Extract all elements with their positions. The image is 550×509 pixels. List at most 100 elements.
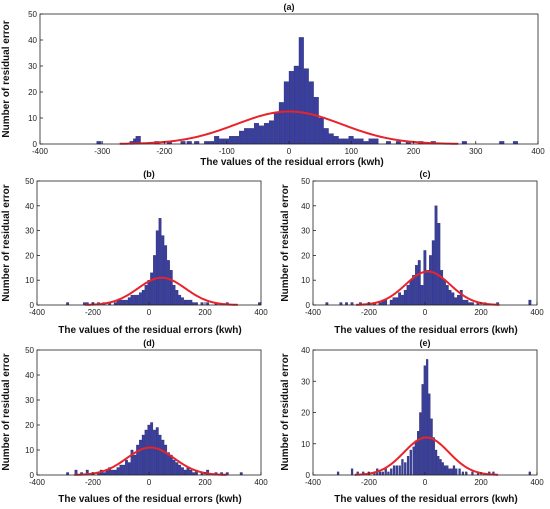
y-tick-label: 40 (28, 36, 37, 45)
histogram-bar (164, 245, 168, 306)
histogram-bar (392, 297, 396, 306)
fit-curve (85, 276, 238, 306)
histogram-bar (432, 437, 435, 476)
histogram-bar (455, 468, 458, 476)
histogram-bar (412, 275, 416, 306)
histogram-bar (445, 285, 449, 306)
y-axis-label: Number of residual error (1, 184, 12, 301)
y-tick-label: 30 (301, 227, 310, 236)
histogram-bar (169, 270, 173, 306)
histogram-bar (298, 37, 304, 145)
panel-title: (b) (143, 169, 155, 179)
histogram-bar (186, 299, 190, 306)
x-tick-label: -400 (32, 147, 49, 156)
histogram-bar (161, 439, 165, 476)
histogram-bar (417, 431, 420, 476)
histogram-bar (390, 468, 393, 476)
histogram-bar (358, 138, 364, 145)
histogram-bar (333, 136, 339, 145)
histogram-bar (409, 449, 412, 476)
histogram-bar (443, 280, 446, 306)
fit-curve (356, 270, 500, 306)
histogram-bar (303, 68, 309, 145)
histogram-bar (318, 117, 324, 145)
y-tick-label: 0 (30, 301, 35, 310)
histogram-bar (450, 468, 453, 476)
x-tick-label: 0 (147, 308, 152, 317)
x-tick-label: -200 (156, 147, 173, 156)
histogram-bar (421, 384, 424, 476)
histogram-bar (452, 465, 456, 476)
histogram-bar (336, 471, 340, 476)
x-tick-label: -400 (29, 478, 46, 487)
histogram-bar (161, 235, 165, 306)
histogram-bar (423, 365, 426, 476)
histogram-bar (214, 136, 220, 145)
histogram-bar (127, 462, 131, 476)
histogram-bar (113, 469, 117, 476)
y-tick-label: 20 (25, 421, 34, 430)
y-axis-label: Number of residual error (280, 353, 291, 470)
histogram-bar (244, 128, 250, 145)
histogram-bar (234, 136, 240, 145)
x-tick-label: -200 (361, 478, 378, 487)
histogram-bar (150, 272, 154, 306)
histogram-bar (471, 471, 474, 476)
x-tick-label: 100 (345, 147, 359, 156)
histogram-bar (419, 412, 422, 476)
histogram-bar (122, 299, 126, 306)
x-tick-label: 200 (198, 478, 212, 487)
x-tick-label: -400 (305, 478, 322, 487)
histogram-bar (387, 471, 390, 476)
histogram-bar (122, 464, 126, 476)
histogram-bar (343, 138, 349, 145)
histogram-bar (164, 444, 168, 476)
histogram-bar (172, 285, 176, 306)
histogram-bar (175, 462, 179, 476)
y-tick-label: 50 (25, 177, 34, 186)
histogram-bar (384, 468, 387, 476)
y-tick-label: 10 (25, 446, 34, 455)
y-tick-label: 30 (28, 62, 37, 71)
x-tick-label: 200 (198, 308, 212, 317)
y-tick-label: 30 (25, 396, 34, 405)
histogram-bar (178, 294, 182, 306)
histogram-bar (404, 462, 407, 476)
histogram-bar (528, 471, 531, 476)
y-tick-label: 10 (25, 276, 34, 285)
histogram-bar (155, 230, 159, 306)
histogram-bar (268, 120, 274, 145)
histogram-bar (139, 292, 142, 306)
histogram-bar (406, 456, 410, 476)
histogram-bar (428, 393, 431, 476)
histogram-bar (425, 359, 429, 476)
histogram-bar (412, 446, 415, 476)
histogram-bar (283, 81, 289, 145)
y-tick-label: 0 (30, 471, 35, 480)
histogram-bar (439, 459, 442, 476)
panel-d: -400 -200 0 200 400 0 10 20 30 40 50 (d) The values … (1, 338, 268, 505)
histogram-bar (158, 434, 162, 476)
histogram-bar (381, 471, 384, 476)
histogram-bar (253, 123, 259, 145)
histogram-bar (465, 471, 468, 476)
x-tick-label: -200 (85, 308, 102, 317)
x-axis-label: The values of the residual errors (kwh) (334, 325, 517, 336)
histogram-bar (150, 422, 154, 476)
y-tick-label: 10 (301, 440, 310, 449)
y-tick-label: 20 (25, 251, 34, 260)
histogram-bar (528, 299, 532, 306)
y-tick-label: 10 (28, 114, 37, 123)
x-tick-label: 0 (147, 478, 152, 487)
panel-a: -400 -300 -200 -100 0 100 200 300 400 0 10 20 30 40 50… (1, 2, 545, 168)
histogram-bar (139, 439, 142, 476)
histogram-bar (323, 128, 329, 145)
histogram-bar (141, 434, 145, 476)
x-tick-label: 400 (530, 478, 544, 487)
x-axis-label: The values of the residual errors (kwh) (200, 157, 383, 168)
y-tick-label: 30 (25, 227, 34, 236)
histogram-bar (426, 270, 430, 306)
panel-b: -400 -200 0 200 400 0 10 20 30 40 50 (b) The values … (1, 169, 268, 336)
histogram-bar (288, 71, 294, 145)
y-axis-label: Number of residual error (1, 353, 12, 470)
